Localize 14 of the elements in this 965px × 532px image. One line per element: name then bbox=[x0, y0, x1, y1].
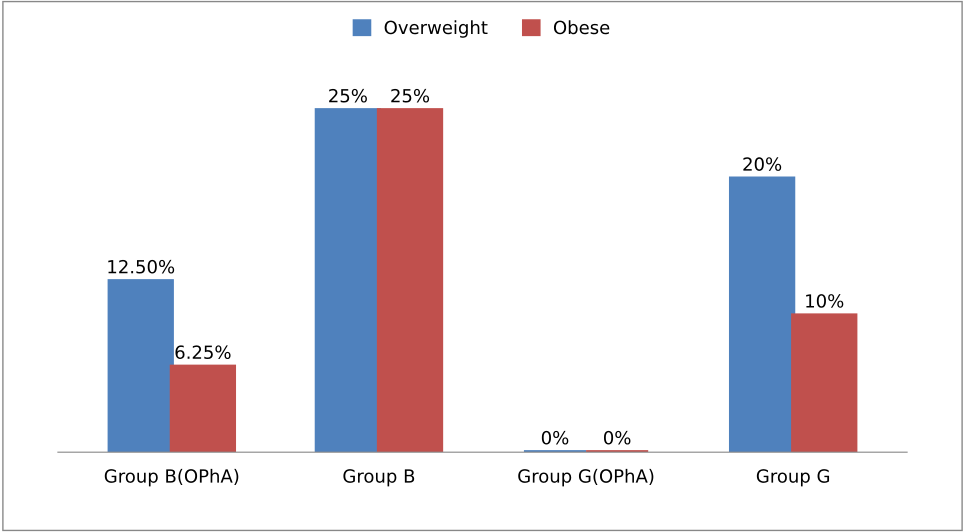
data-label: 0% bbox=[542, 430, 568, 445]
data-label: 0% bbox=[604, 430, 630, 445]
legend-label: Obese bbox=[554, 20, 610, 34]
data-label: 6.25% bbox=[175, 345, 231, 360]
legend-label: Overweight bbox=[384, 20, 488, 38]
data-label: 25% bbox=[391, 88, 430, 103]
x-tick-label: Group G bbox=[756, 469, 830, 486]
x-tick-label: Group G(OPhA) bbox=[518, 468, 654, 486]
data-label: 20% bbox=[743, 157, 782, 171]
x-tick-label: Group B(OPhA) bbox=[104, 468, 238, 486]
data-label: 12.50% bbox=[108, 260, 174, 274]
data-label: 25% bbox=[329, 88, 367, 103]
x-tick-label: Group B bbox=[343, 469, 414, 486]
data-label: 10% bbox=[806, 294, 844, 308]
